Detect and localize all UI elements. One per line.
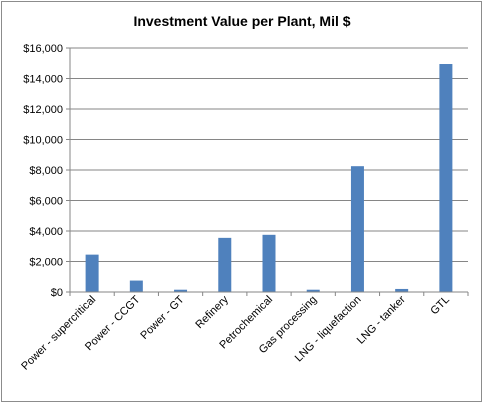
bar [262, 234, 276, 292]
bar [439, 64, 453, 292]
x-tick-label: Power - supercritical [19, 294, 98, 373]
bar [306, 289, 320, 292]
bar [129, 280, 143, 292]
y-tick-label: $12,000 [23, 104, 63, 116]
y-tick-label: $4,000 [29, 226, 63, 238]
x-tick-label: Power - GT [138, 293, 186, 341]
y-tick-label: $16,000 [23, 43, 63, 55]
bar [174, 289, 188, 292]
bars [85, 64, 453, 292]
bar [395, 288, 409, 292]
bar [218, 237, 232, 292]
bar [350, 166, 364, 292]
y-tick-label: $2,000 [29, 257, 63, 269]
x-tick-label: Refinery [193, 293, 231, 331]
y-tick-label: $14,000 [23, 74, 63, 86]
y-axis-ticks: $0 $2,000 $4,000 $6,000 $8,000 $10,000 $12,000… [23, 43, 70, 299]
y-tick-label: $6,000 [29, 196, 63, 208]
y-tick-label: $10,000 [23, 135, 63, 147]
chart-title: Investment Value per Plant, Mil $ [133, 13, 350, 29]
grid-lines [70, 47, 468, 262]
y-tick-label: $8,000 [29, 165, 63, 177]
axes [69, 48, 469, 296]
y-tick-label: $0 [51, 287, 63, 299]
x-tick-label: GTL [428, 294, 452, 318]
bar [85, 254, 99, 292]
